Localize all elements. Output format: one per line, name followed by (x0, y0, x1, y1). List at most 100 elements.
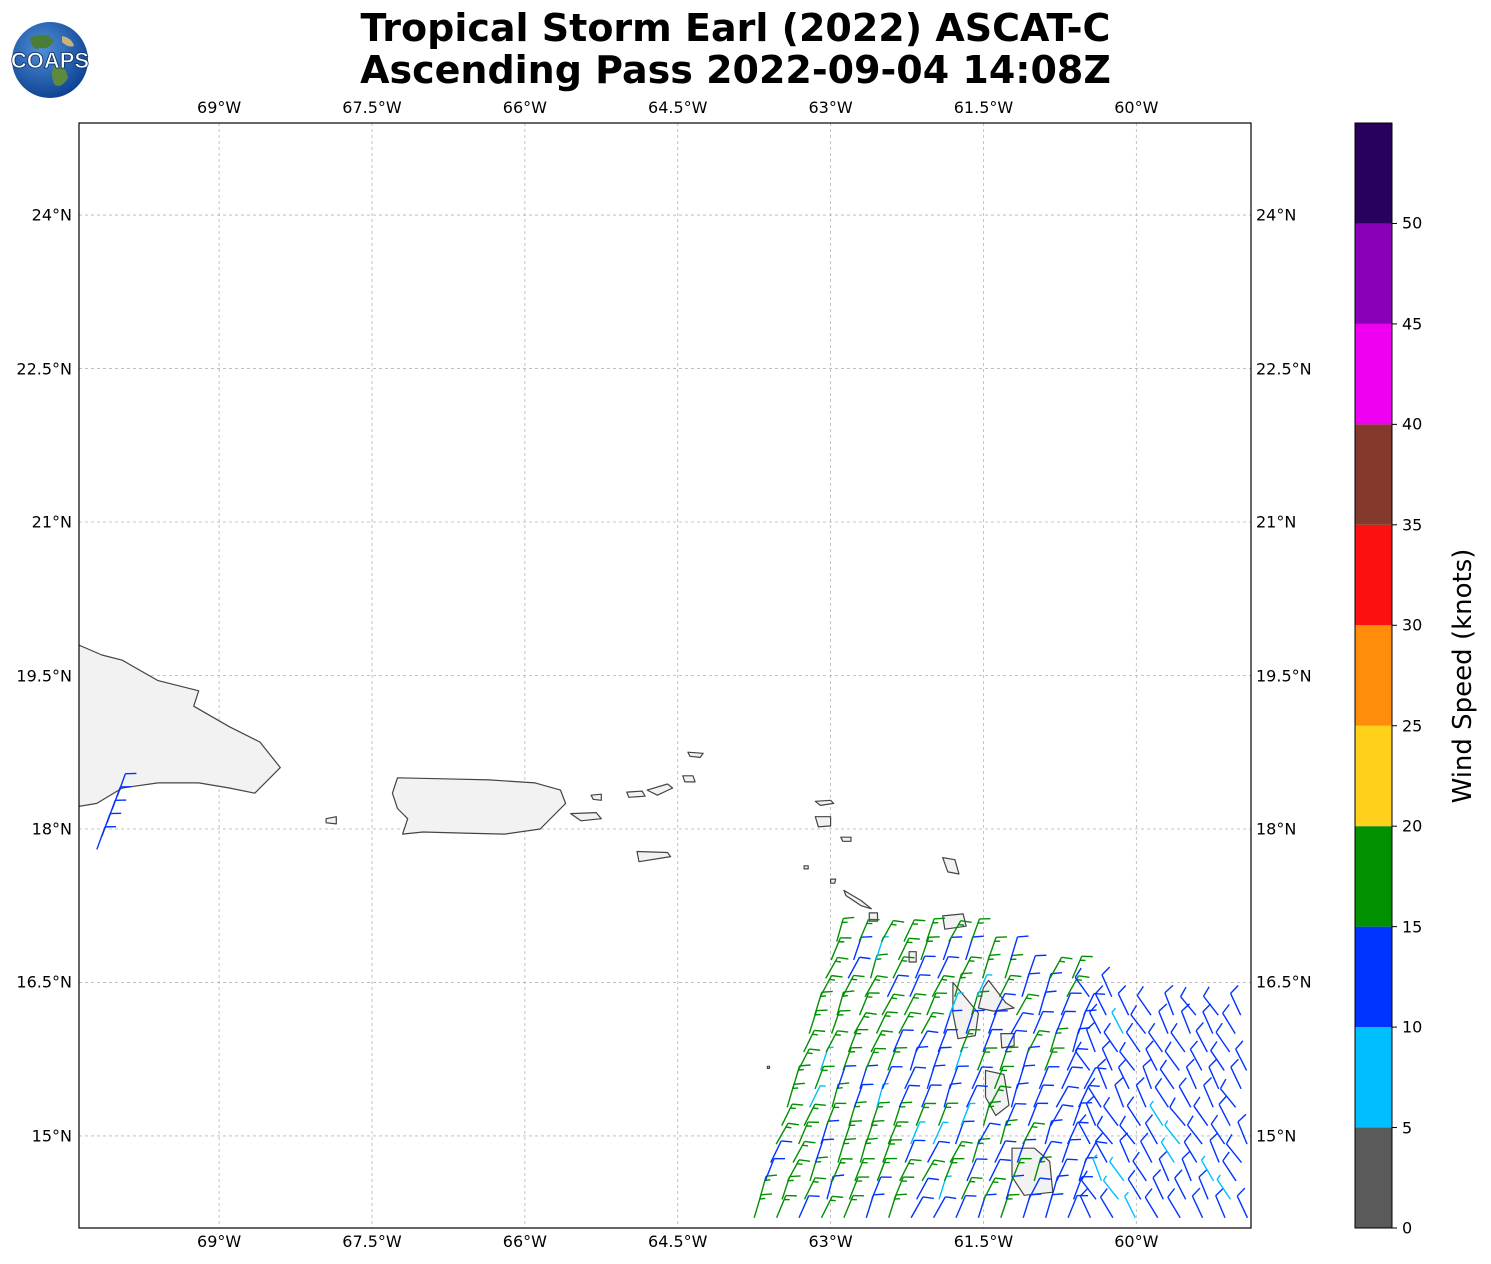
wind-barb (971, 1066, 993, 1090)
wind-barb (898, 1084, 921, 1108)
wind-barb (1195, 1022, 1208, 1053)
y-tick-label-right: 15°N (1256, 1126, 1297, 1146)
wind-barb (781, 1103, 804, 1126)
wind-barb (854, 1157, 875, 1182)
x-tick-label-bottom: 63°W (808, 1232, 853, 1251)
wind-barb (1149, 1100, 1164, 1127)
wind-barb (825, 1030, 849, 1053)
wind-barb (987, 1010, 1008, 1034)
wind-barb (876, 1157, 897, 1182)
wind-barb (858, 918, 880, 942)
colorbar-bin (1355, 524, 1392, 626)
wind-barb (1074, 967, 1090, 998)
colorbar-tick-label: 20 (1402, 816, 1423, 836)
wind-barb (1016, 1064, 1036, 1090)
wind-barb (792, 1064, 811, 1090)
wind-barb (1209, 1132, 1220, 1163)
wind-barb (954, 1120, 975, 1145)
wind-barb (1219, 1078, 1237, 1108)
wind-barb (808, 1009, 828, 1034)
wind-barb (764, 1157, 786, 1182)
wind-barb (1235, 1040, 1248, 1071)
wind-barb (1096, 1115, 1114, 1145)
wind-barb (881, 993, 905, 1016)
wind-barb (1022, 1193, 1042, 1218)
wind-barb (797, 1121, 820, 1145)
wind-barb (966, 1158, 988, 1182)
x-tick-label-top: 67.5°W (342, 98, 402, 117)
wind-barb (976, 974, 993, 998)
wind-barb (1033, 1084, 1055, 1108)
island-outline (908, 951, 917, 963)
wind-barb (898, 1011, 922, 1034)
wind-barb (1198, 1169, 1209, 1200)
wind-barb (1087, 1077, 1102, 1108)
wind-barb (870, 1030, 894, 1053)
wind-barb (910, 1121, 926, 1145)
wind-barb (1039, 1140, 1063, 1163)
wind-barb (994, 1140, 1017, 1163)
map-frame (78, 122, 1252, 1229)
y-tick-label-right: 19.5°N (1256, 666, 1312, 685)
wind-barb (887, 1121, 909, 1145)
wind-barb (865, 1120, 885, 1145)
wind-barb (798, 1195, 820, 1219)
wind-barb (977, 1193, 997, 1218)
wind-barb (819, 974, 843, 998)
wind-barb (1140, 1132, 1153, 1163)
wind-barb (948, 919, 972, 942)
x-tick-label-top: 64.5°W (648, 98, 708, 117)
island-outline (843, 889, 872, 910)
wind-barb (1005, 1102, 1027, 1126)
wind-barb (1044, 1047, 1065, 1071)
wind-barb (1083, 1140, 1108, 1163)
wind-barb (848, 1176, 870, 1200)
wind-barb (977, 1122, 1001, 1145)
chart-title-line-2: Ascending Pass 2022-09-04 14:08Z (360, 48, 1111, 92)
wind-barb (770, 1140, 793, 1163)
wind-barb (1158, 1003, 1169, 1034)
wind-barb (870, 1101, 890, 1126)
wind-barb (1055, 1085, 1080, 1108)
wind-barb (1164, 984, 1175, 1016)
wind-barb (1236, 1187, 1249, 1219)
wind-barb (853, 1012, 877, 1034)
wind-barb (1117, 985, 1130, 1016)
wind-barb (1180, 1003, 1192, 1034)
island-outline (79, 644, 281, 807)
x-tick-label-top: 69°W (197, 98, 242, 117)
wind-barb (1085, 1021, 1096, 1053)
island-outline (830, 878, 837, 884)
wind-barb (843, 1194, 865, 1219)
wind-barb (937, 1102, 959, 1126)
wind-barb (848, 1101, 867, 1126)
island-outline (814, 799, 835, 806)
wind-barb (887, 1047, 908, 1071)
wind-barb (1099, 1188, 1114, 1219)
wind-barb (920, 1011, 944, 1034)
wind-barb (875, 1011, 898, 1034)
wind-barb (1200, 1155, 1215, 1182)
wind-barb (1193, 1096, 1209, 1127)
y-tick-label-left: 19.5°N (16, 666, 72, 685)
wind-barb (1022, 1122, 1045, 1145)
colorbar-bin (1355, 223, 1392, 324)
wind-barb (759, 1174, 778, 1200)
wind-barb (976, 1047, 998, 1071)
wind-barb (1078, 1084, 1100, 1108)
wind-barb (1158, 1150, 1170, 1182)
colorbar-tick-label: 40 (1402, 414, 1423, 434)
wind-barb (826, 1174, 845, 1200)
wind-barb (116, 772, 137, 797)
wind-barb (1103, 1022, 1119, 1053)
wind-barb (881, 1065, 903, 1090)
wind-barb (970, 918, 991, 942)
wind-barb (814, 990, 833, 1016)
wind-barb (1119, 1041, 1136, 1071)
wind-barb (882, 1139, 903, 1163)
wind-barb (808, 1085, 826, 1108)
wind-barb (1103, 1096, 1119, 1127)
x-tick-label-bottom: 67.5°W (342, 1232, 402, 1251)
landmasses (79, 644, 1054, 1196)
wind-barb (1144, 1188, 1159, 1219)
